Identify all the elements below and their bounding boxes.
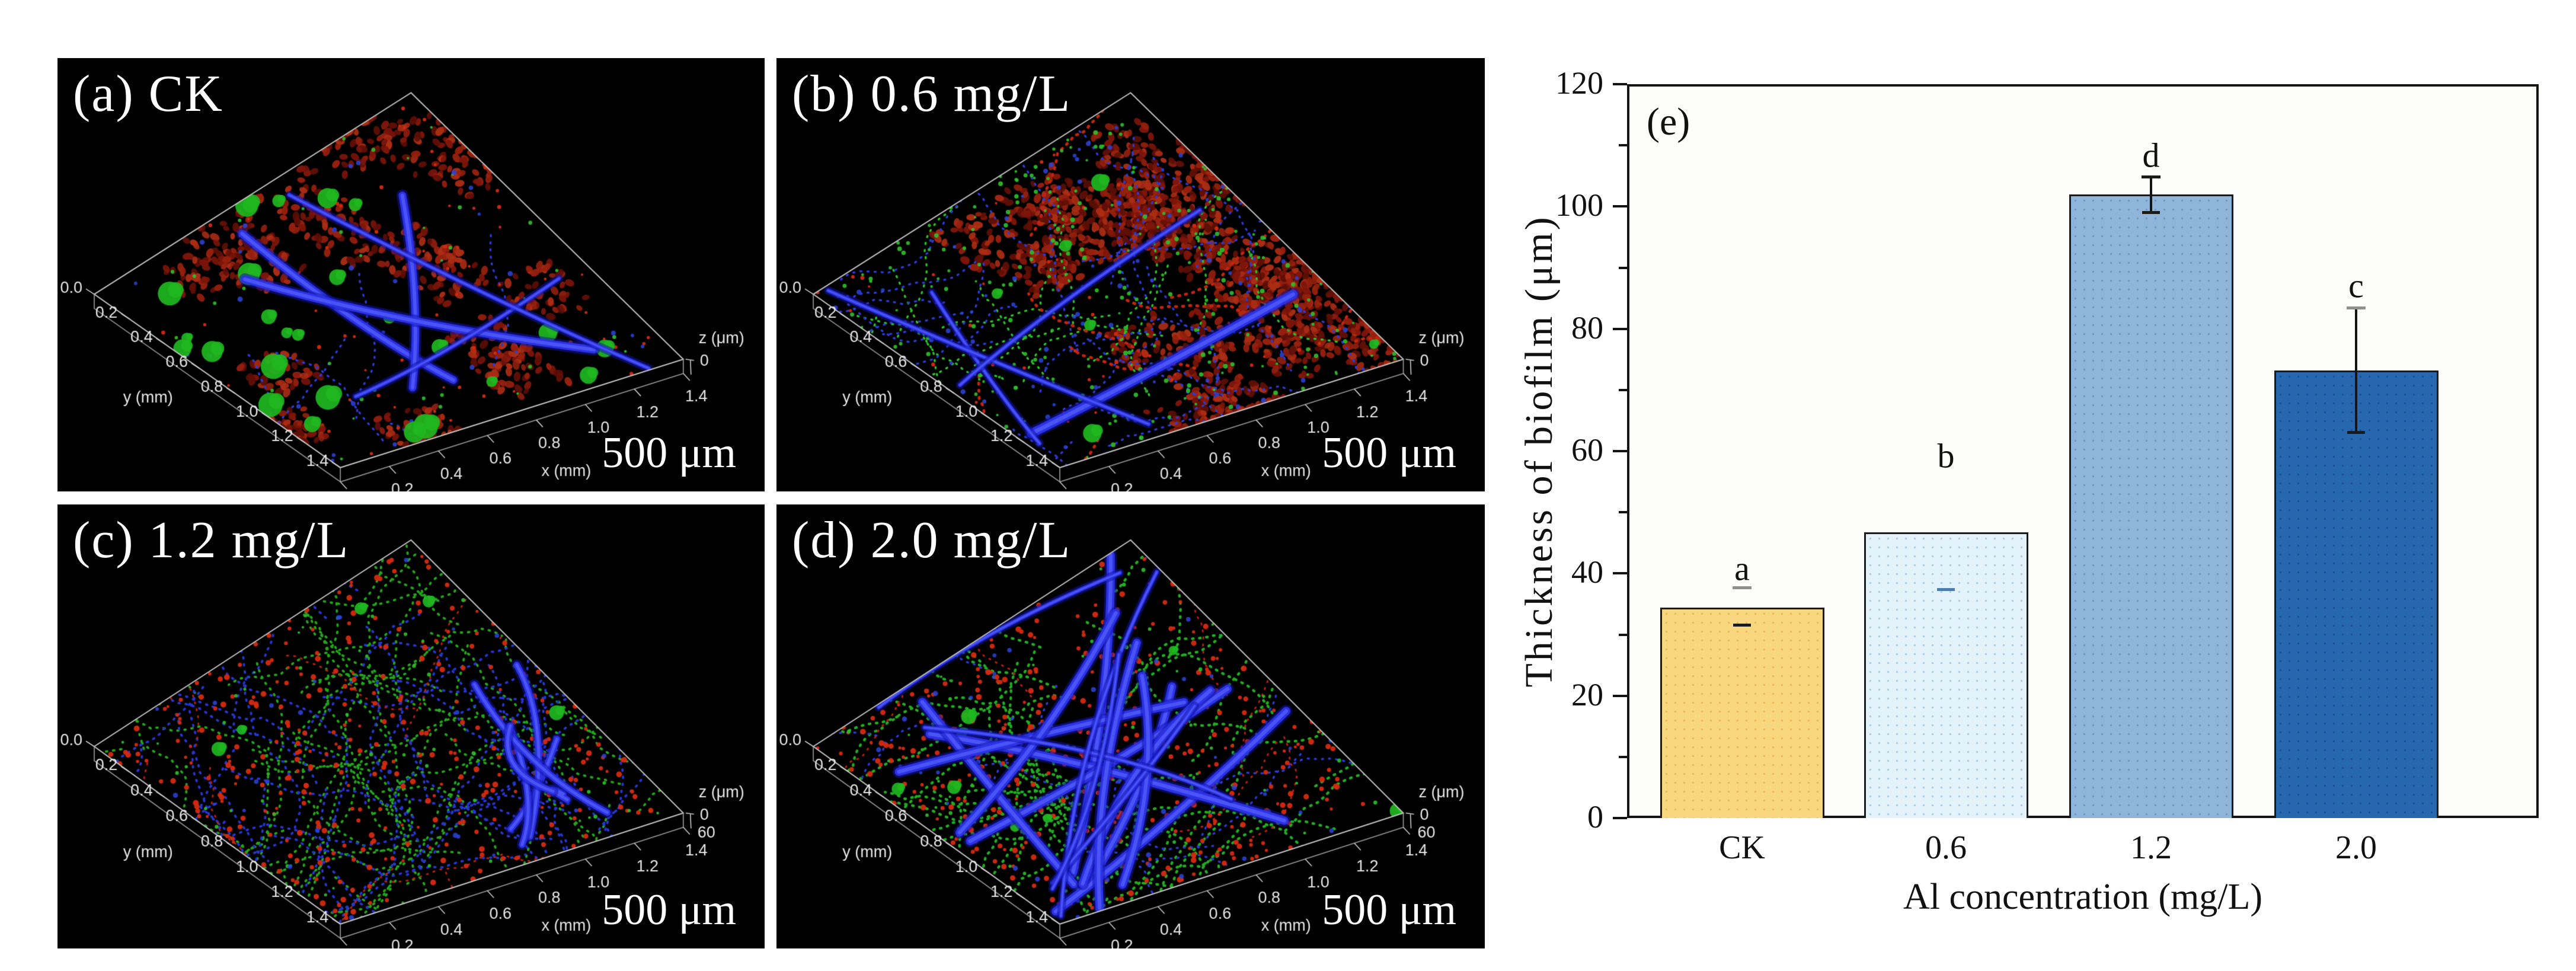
error-line-2.0 xyxy=(2355,307,2357,432)
sig-letter-c: c xyxy=(2348,266,2364,305)
sig-letter-b: b xyxy=(1937,436,1955,475)
micrograph-panel-a: (a) CK 500 μm xyxy=(57,58,765,491)
error-cap-lower-2.0 xyxy=(2347,431,2365,435)
y-tick-90 xyxy=(1619,266,1627,269)
y-tick-80 xyxy=(1613,327,1627,330)
micrograph-canvas-d xyxy=(776,504,1485,948)
micrograph-title-a: (a) CK xyxy=(73,65,223,123)
micrograph-panel-c: (c) 1.2 mg/L 500 μm xyxy=(57,504,765,948)
y-tick-10 xyxy=(1619,755,1627,758)
scalebar-label-a: 500 μm xyxy=(602,429,736,477)
scalebar-label-b: 500 μm xyxy=(1322,429,1456,477)
micrograph-panel-b: (b) 0.6 mg/L 500 μm xyxy=(776,58,1485,491)
error-cap-upper-1.2 xyxy=(2142,175,2160,178)
y-tick-40 xyxy=(1613,572,1627,575)
micrograph-panel-d: (d) 2.0 mg/L 500 μm xyxy=(776,504,1485,948)
bar-0.6 xyxy=(1864,532,2028,818)
y-tick-100 xyxy=(1613,205,1627,208)
error-cap-upper-CK xyxy=(1733,586,1752,590)
micrograph-canvas-b xyxy=(776,58,1485,491)
micrograph-title-b: (b) 0.6 mg/L xyxy=(792,65,1072,123)
micrograph-title-d: (d) 2.0 mg/L xyxy=(792,512,1072,569)
y-tick-60 xyxy=(1613,450,1627,452)
sig-letter-a: a xyxy=(1734,549,1750,588)
micrograph-title-c: (c) 1.2 mg/L xyxy=(73,512,350,569)
x-tick-label-CK: CK xyxy=(1719,829,1765,866)
y-tick-120 xyxy=(1613,83,1627,85)
sig-letter-d: d xyxy=(2142,136,2160,175)
bar-2.0 xyxy=(2274,370,2438,818)
bar-1.2 xyxy=(2069,194,2233,818)
y-tick-label-40: 40 xyxy=(1571,554,1603,590)
y-tick-70 xyxy=(1619,388,1627,391)
y-tick-label-100: 100 xyxy=(1555,187,1603,223)
x-tick-label-0.6: 0.6 xyxy=(1925,829,1967,866)
micrograph-canvas-a xyxy=(57,58,765,491)
y-tick-label-80: 80 xyxy=(1571,309,1603,346)
error-cap-lower-1.2 xyxy=(2142,210,2160,214)
panel-e-label: (e) xyxy=(1647,100,1690,143)
y-tick-110 xyxy=(1619,144,1627,147)
x-tick-label-1.2: 1.2 xyxy=(2130,829,2172,866)
y-tick-30 xyxy=(1619,633,1627,636)
error-line-1.2 xyxy=(2150,176,2152,212)
micrograph-canvas-c xyxy=(57,504,765,948)
y-tick-0 xyxy=(1613,817,1627,819)
bar-CK xyxy=(1660,608,1824,818)
error-cap-lower-CK xyxy=(1733,623,1751,627)
x-axis-title: Al concentration (mg/L) xyxy=(1903,877,2263,917)
scalebar-label-c: 500 μm xyxy=(602,886,736,934)
y-tick-20 xyxy=(1613,694,1627,697)
error-cap-lower-0.6 xyxy=(1937,588,1955,592)
y-tick-label-120: 120 xyxy=(1555,65,1603,101)
y-tick-label-20: 20 xyxy=(1571,676,1603,713)
error-cap-upper-2.0 xyxy=(2347,306,2366,309)
x-tick-label-2.0: 2.0 xyxy=(2335,829,2377,866)
y-tick-label-0: 0 xyxy=(1587,799,1603,835)
scalebar-label-d: 500 μm xyxy=(1322,886,1456,934)
y-tick-label-60: 60 xyxy=(1571,432,1603,468)
y-tick-50 xyxy=(1619,511,1627,514)
